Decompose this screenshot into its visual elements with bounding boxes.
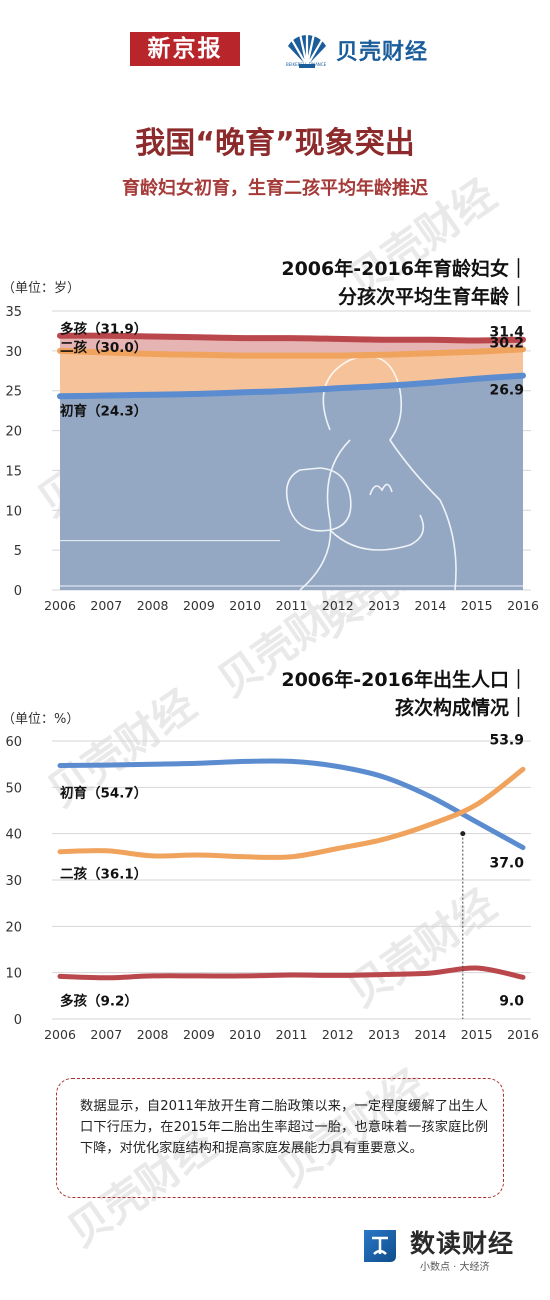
x-tick-label: 2008 <box>137 598 169 613</box>
series-end-label: 30.2 <box>489 335 524 351</box>
crossover-dot <box>460 831 466 837</box>
series-start-label: 二孩（36.1） <box>60 866 147 883</box>
series-end-label: 53.9 <box>489 732 524 748</box>
shudu-logo-icon <box>364 1230 396 1262</box>
y-tick-label: 50 <box>5 781 22 796</box>
chart2-title: 2006年-2016年出生人口｜ 孩次构成情况｜ <box>281 666 528 722</box>
y-tick-label: 10 <box>5 504 22 519</box>
x-tick-label: 2012 <box>322 598 354 613</box>
x-tick-label: 2009 <box>183 598 215 613</box>
footer-slogan: 小数点 · 大经济 <box>420 1262 490 1273</box>
y-tick-label: 20 <box>5 920 22 935</box>
chart2-title-line1: 2006年-2016年出生人口｜ <box>281 669 528 691</box>
brand-sub: BEIKEBELL FINANCE <box>286 62 327 67</box>
x-tick-label: 2013 <box>368 1027 400 1042</box>
note-text: 数据显示，自2011年放开生育二胎政策以来，一定程度缓解了出生人口下行压力，在2… <box>80 1099 488 1156</box>
series-start-label: 初育（24.3） <box>60 402 147 419</box>
y-tick-label: 40 <box>5 828 22 843</box>
series-end-label: 37.0 <box>489 856 524 872</box>
page-subtitle: 育龄妇女初育，生育二孩平均年龄推迟 <box>122 178 428 199</box>
y-tick-label: 15 <box>5 464 22 479</box>
note-box <box>56 1078 504 1198</box>
x-tick-label: 2011 <box>276 598 308 613</box>
series-end-label: 9.0 <box>499 993 524 1009</box>
x-tick-label: 2015 <box>461 598 493 613</box>
series-line-二孩 <box>57 766 526 860</box>
x-tick-label: 2007 <box>90 1027 122 1042</box>
y-tick-label: 30 <box>5 345 22 360</box>
x-tick-label: 2010 <box>229 1027 261 1042</box>
mother-arm <box>299 439 351 591</box>
page-title: 我国“晚育”现象突出 <box>135 126 415 161</box>
series-end-label: 31.4 <box>489 325 524 341</box>
series-end-label: 26.9 <box>489 383 524 399</box>
x-tick-label: 2015 <box>461 1027 493 1042</box>
series-start-label: 二孩（30.0） <box>60 339 147 356</box>
footer-brand-name: 数读财经 <box>410 1229 515 1258</box>
y-tick-label: 10 <box>5 967 22 982</box>
y-tick-label: 35 <box>5 305 22 320</box>
series-start-label: 初育（54.7） <box>60 785 147 802</box>
xinjingbao-logo: 新京报 <box>130 32 240 66</box>
series-start-label: 多孩（9.2） <box>60 992 138 1009</box>
x-tick-label: 2016 <box>507 598 539 613</box>
y-tick-label: 60 <box>5 735 22 750</box>
x-tick-label: 2014 <box>414 1027 446 1042</box>
y-tick-label: 5 <box>14 544 22 559</box>
brand-name: 贝壳财经 <box>336 40 429 65</box>
y-tick-label: 0 <box>14 1013 22 1028</box>
x-tick-label: 2008 <box>137 1027 169 1042</box>
chart2-unit: （单位：%） <box>2 712 80 727</box>
baby-hand <box>369 483 393 496</box>
mother-outline <box>322 355 457 591</box>
y-tick-label: 0 <box>14 584 22 599</box>
x-tick-label: 2006 <box>44 598 76 613</box>
x-tick-label: 2006 <box>44 1027 76 1042</box>
series-line-初育 <box>57 758 526 851</box>
chart1-title-line2: 分孩次平均生育年龄｜ <box>337 286 528 308</box>
x-tick-label: 2011 <box>276 1027 308 1042</box>
chart1-title-line1: 2006年-2016年育龄妇女｜ <box>281 258 528 280</box>
y-tick-label: 25 <box>5 385 22 400</box>
y-tick-label: 20 <box>5 425 22 440</box>
baby-body <box>329 514 425 551</box>
chart2-title-line2: 孩次构成情况｜ <box>394 697 528 719</box>
mother-baby-illustration <box>60 355 525 591</box>
x-tick-label: 2009 <box>183 1027 215 1042</box>
x-tick-label: 2016 <box>507 1027 539 1042</box>
shell-icon <box>288 32 326 68</box>
series-start-label: 多孩（31.9） <box>60 321 147 338</box>
birth-structure-line-chart: 0 10 20 30 40 50 60 2006 2007 2008 2009 2010 2011 201… <box>5 732 538 1042</box>
x-tick-label: 2007 <box>90 598 122 613</box>
x-tick-label: 2012 <box>322 1027 354 1042</box>
chart1-title: 2006年-2016年育龄妇女｜ 分孩次平均生育年龄｜ <box>281 255 528 311</box>
area-band-初育 <box>60 375 523 590</box>
watermark-text: 贝壳财经 <box>339 880 505 1017</box>
beike-finance-logo: 贝壳财经 BEIKEBELL FINANCE <box>282 26 442 72</box>
y-tick-label: 30 <box>5 874 22 889</box>
age-area-chart: 0 5 10 15 20 25 30 35 2006 2007 2008 2009 2010 2011 20… <box>5 305 538 613</box>
watermark-text: 贝壳财经 <box>339 170 505 307</box>
chart1-unit: （单位：岁） <box>2 281 81 296</box>
x-tick-label: 2014 <box>414 598 446 613</box>
x-tick-label: 2010 <box>229 598 261 613</box>
x-tick-label: 2013 <box>368 598 400 613</box>
